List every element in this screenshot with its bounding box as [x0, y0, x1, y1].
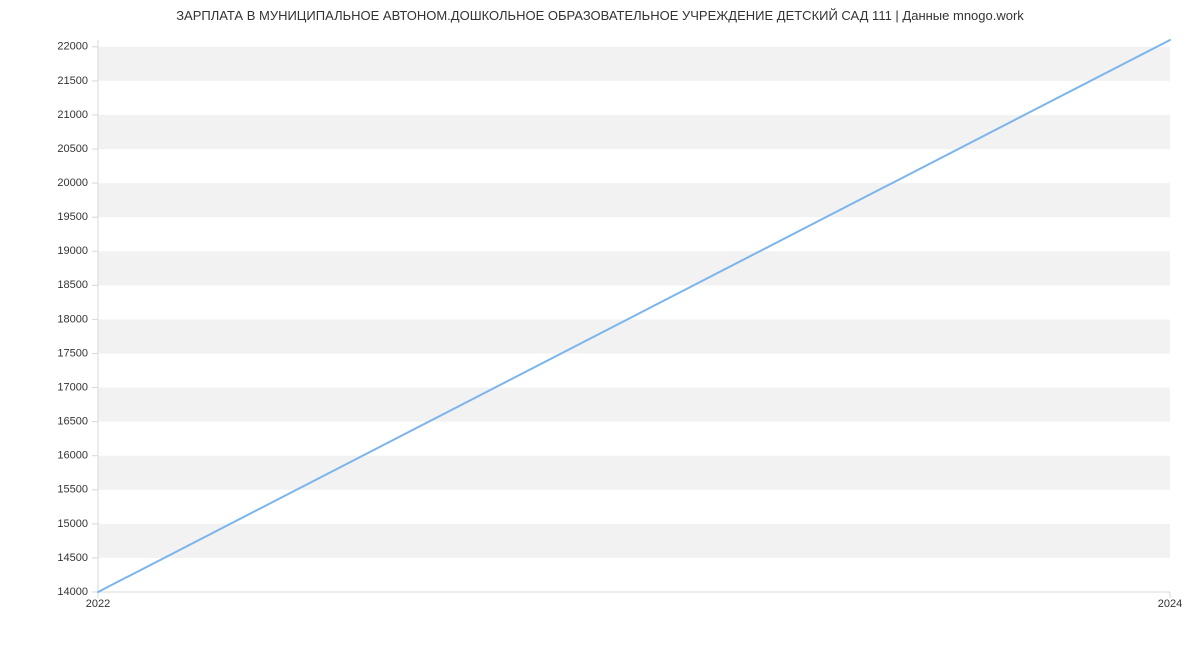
- y-tick-label: 21000: [57, 109, 88, 121]
- y-tick-label: 15000: [57, 518, 88, 530]
- y-tick-label: 16000: [57, 450, 88, 462]
- y-tick-label: 20500: [57, 143, 88, 155]
- salary-chart: ЗАРПЛАТА В МУНИЦИПАЛЬНОЕ АВТОНОМ.ДОШКОЛЬ…: [0, 0, 1200, 650]
- chart-title: ЗАРПЛАТА В МУНИЦИПАЛЬНОЕ АВТОНОМ.ДОШКОЛЬ…: [0, 8, 1200, 23]
- y-tick-label: 18000: [57, 313, 88, 325]
- y-tick-label: 21500: [57, 75, 88, 87]
- y-tick-label: 22000: [57, 41, 88, 53]
- y-tick-label: 15500: [57, 484, 88, 496]
- x-tick-label: 2024: [1158, 598, 1182, 610]
- y-tick-label: 17500: [57, 347, 88, 359]
- y-tick-label: 19000: [57, 245, 88, 257]
- y-tick-label: 19500: [57, 211, 88, 223]
- y-tick-label: 16500: [57, 416, 88, 428]
- chart-plot-area: 14000 14500 15000 15500 16000 16500 17000 17500…: [0, 0, 1200, 650]
- y-tick-label: 20000: [57, 177, 88, 189]
- y-tick-label: 14000: [57, 586, 88, 598]
- y-tick-label: 17000: [57, 381, 88, 393]
- x-tick-label: 2022: [86, 598, 110, 610]
- y-tick-label: 14500: [57, 552, 88, 564]
- y-tick-label: 18500: [57, 279, 88, 291]
